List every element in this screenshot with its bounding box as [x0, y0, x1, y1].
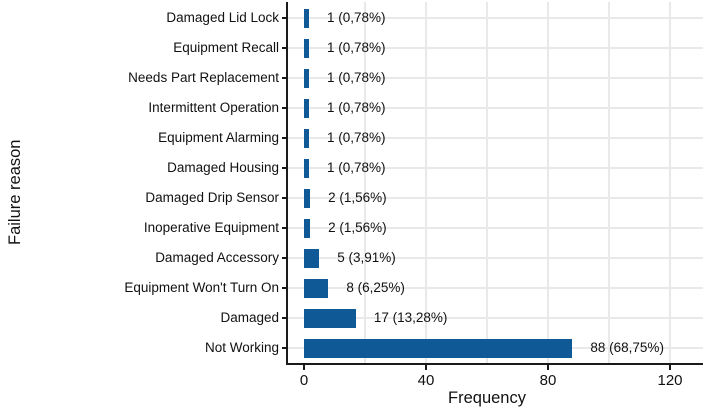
bar — [304, 9, 309, 28]
bar-value-label: 1 (0,78%) — [327, 160, 386, 175]
bar-value-label: 2 (1,56%) — [328, 220, 387, 235]
x-axis-tick — [669, 365, 671, 370]
h-gridline — [288, 197, 703, 199]
x-tick-label: 120 — [657, 372, 683, 389]
h-gridline — [288, 77, 703, 79]
y-axis-tick — [282, 167, 288, 169]
bar-value-label: 17 (13,28%) — [373, 310, 448, 325]
y-axis-tick — [282, 287, 288, 289]
category-label: Damaged Drip Sensor — [145, 190, 279, 205]
h-gridline — [288, 287, 703, 289]
bar — [304, 99, 309, 118]
y-axis-tick — [282, 257, 288, 259]
bar — [304, 189, 311, 208]
category-label: Damaged Lid Lock — [166, 10, 279, 25]
x-axis-tick — [303, 365, 305, 370]
h-gridline — [288, 107, 703, 109]
y-axis-tick — [282, 227, 288, 229]
x-axis-line — [286, 363, 703, 365]
bar-value-label: 1 (0,78%) — [327, 10, 386, 25]
x-axis-tick — [547, 365, 549, 370]
h-gridline — [288, 257, 703, 259]
bar-value-label: 1 (0,78%) — [327, 70, 386, 85]
x-tick-label: 80 — [539, 372, 557, 389]
v-gridline — [669, 2, 671, 363]
bar-value-label: 1 (0,78%) — [327, 100, 386, 115]
bar-value-label: 88 (68,75%) — [590, 340, 664, 355]
category-label: Damaged — [220, 310, 279, 325]
bar — [304, 69, 309, 88]
bar-value-label: 1 (0,78%) — [327, 130, 386, 145]
y-axis-tick — [282, 347, 288, 349]
category-label: Damaged Housing — [167, 160, 279, 175]
v-gridline — [364, 2, 366, 363]
v-gridline — [425, 2, 427, 363]
y-axis-tick — [282, 107, 288, 109]
bar — [304, 339, 573, 358]
h-gridline — [288, 47, 703, 49]
bar-value-label: 5 (3,91%) — [337, 250, 396, 265]
y-axis-tick — [282, 77, 288, 79]
h-gridline — [288, 137, 703, 139]
category-label: Equipment Recall — [173, 40, 279, 55]
category-label: Damaged Accessory — [155, 250, 279, 265]
category-label: Inoperative Equipment — [143, 220, 279, 235]
x-tick-label: 40 — [417, 372, 435, 389]
bar — [304, 249, 320, 268]
category-label: Not Working — [204, 340, 279, 355]
bar-value-label: 1 (0,78%) — [327, 40, 386, 55]
bar-value-label: 8 (6,25%) — [346, 280, 405, 295]
v-gridline — [486, 2, 488, 363]
x-tick-label: 0 — [299, 372, 309, 389]
y-axis-tick — [282, 197, 288, 199]
category-label: Needs Part Replacement — [128, 70, 279, 85]
v-gridline — [608, 2, 610, 363]
y-axis-tick — [282, 317, 288, 319]
y-axis-line — [286, 2, 288, 365]
category-label: Equipment Won't Turn On — [124, 280, 279, 295]
category-label: Equipment Alarming — [158, 130, 279, 145]
bar — [304, 219, 311, 238]
v-gridline — [547, 2, 549, 363]
category-label: Intermittent Operation — [148, 100, 279, 115]
bar — [304, 159, 309, 178]
bar-value-label: 2 (1,56%) — [328, 190, 387, 205]
y-axis-tick — [282, 47, 288, 49]
h-gridline — [288, 167, 703, 169]
bar — [304, 39, 309, 58]
h-gridline — [288, 227, 703, 229]
bar — [304, 129, 309, 148]
h-gridline — [288, 317, 703, 319]
bar — [304, 309, 356, 328]
x-axis-tick — [425, 365, 427, 370]
bar — [304, 279, 329, 298]
y-axis-tick — [282, 17, 288, 19]
y-axis-tick — [282, 137, 288, 139]
h-gridline — [288, 17, 703, 19]
x-axis-title: Frequency — [448, 389, 526, 407]
